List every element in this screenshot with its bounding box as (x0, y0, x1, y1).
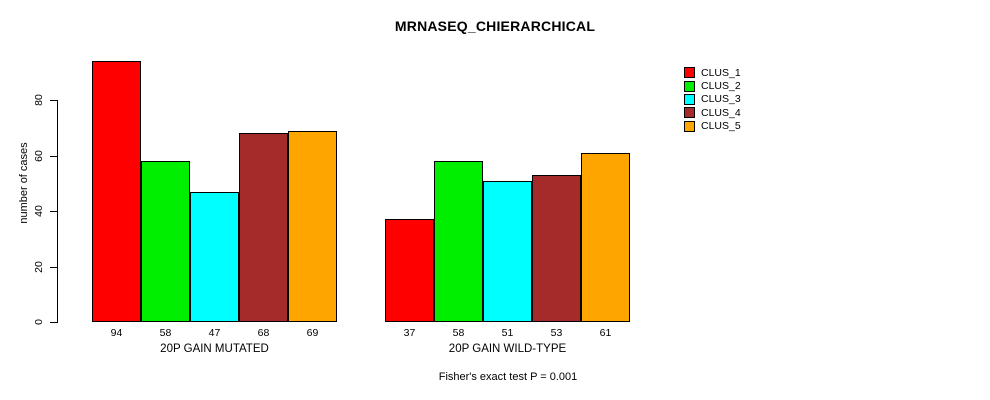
legend-swatch-clus-2 (684, 80, 695, 92)
y-tick-0 (50, 322, 57, 323)
bar-clus-3-20p-gain-mutated (190, 192, 239, 322)
bar-clus-4-20p-gain-mutated (239, 133, 288, 322)
bar-value-clus-3-20p-gain-mutated: 47 (208, 327, 221, 339)
legend-label-clus-4: CLUS_4 (701, 106, 741, 119)
legend-label-clus-2: CLUS_2 (701, 80, 741, 93)
bar-value-clus-5-20p-gain-mutated: 69 (306, 327, 319, 339)
y-axis-label: number of cases (18, 142, 30, 224)
legend-item-clus-4: CLUS_4 (684, 106, 741, 119)
y-tick-label-20: 20 (33, 261, 45, 273)
bar-clus-3-20p-gain-wild-type (483, 181, 532, 322)
bar-clus-1-20p-gain-wild-type (385, 219, 434, 322)
y-tick-label-80: 80 (33, 94, 45, 106)
y-axis (57, 100, 58, 323)
legend-item-clus-1: CLUS_1 (684, 66, 741, 79)
y-tick-40 (50, 211, 57, 212)
legend-swatch-clus-4 (684, 107, 695, 119)
bar-clus-2-20p-gain-wild-type (434, 161, 483, 322)
bar-value-clus-5-20p-gain-wild-type: 61 (599, 327, 612, 339)
y-tick-label-40: 40 (33, 205, 45, 217)
bar-clus-2-20p-gain-mutated (141, 161, 190, 322)
bar-value-clus-1-20p-gain-mutated: 94 (110, 327, 123, 339)
y-tick-80 (50, 100, 57, 101)
legend-swatch-clus-1 (684, 67, 695, 79)
fisher-test-note: Fisher's exact test P = 0.001 (438, 371, 578, 383)
legend-label-clus-3: CLUS_3 (701, 93, 741, 106)
bar-value-clus-1-20p-gain-wild-type: 37 (403, 327, 416, 339)
legend-label-clus-5: CLUS_5 (701, 120, 741, 133)
legend-item-clus-3: CLUS_3 (684, 93, 741, 106)
chart-title: MRNASEQ_CHIERARCHICAL (394, 18, 596, 34)
bar-value-clus-4-20p-gain-wild-type: 53 (550, 327, 563, 339)
bar-value-clus-2-20p-gain-wild-type: 58 (452, 327, 465, 339)
legend-item-clus-2: CLUS_2 (684, 79, 741, 92)
bar-clus-5-20p-gain-wild-type (581, 153, 630, 322)
y-tick-label-0: 0 (33, 319, 45, 325)
legend: CLUS_1 CLUS_2 CLUS_3 CLUS_4 CLUS_5 (684, 66, 741, 133)
bar-value-clus-3-20p-gain-wild-type: 51 (501, 327, 514, 339)
legend-label-clus-1: CLUS_1 (701, 66, 741, 79)
y-tick-60 (50, 156, 57, 157)
bar-value-clus-2-20p-gain-mutated: 58 (159, 327, 172, 339)
legend-swatch-clus-5 (684, 120, 695, 132)
y-tick-label-60: 60 (33, 150, 45, 162)
y-tick-20 (50, 267, 57, 268)
legend-swatch-clus-3 (684, 93, 695, 105)
bar-clus-5-20p-gain-mutated (288, 131, 337, 322)
bar-value-clus-4-20p-gain-mutated: 68 (257, 327, 270, 339)
bar-clus-4-20p-gain-wild-type (532, 175, 581, 322)
x-group-label-20p-gain-wild-type: 20P GAIN WILD-TYPE (448, 343, 567, 355)
x-group-label-20p-gain-mutated: 20P GAIN MUTATED (160, 343, 269, 355)
bar-clus-1-20p-gain-mutated (92, 61, 141, 322)
legend-item-clus-5: CLUS_5 (684, 120, 741, 133)
